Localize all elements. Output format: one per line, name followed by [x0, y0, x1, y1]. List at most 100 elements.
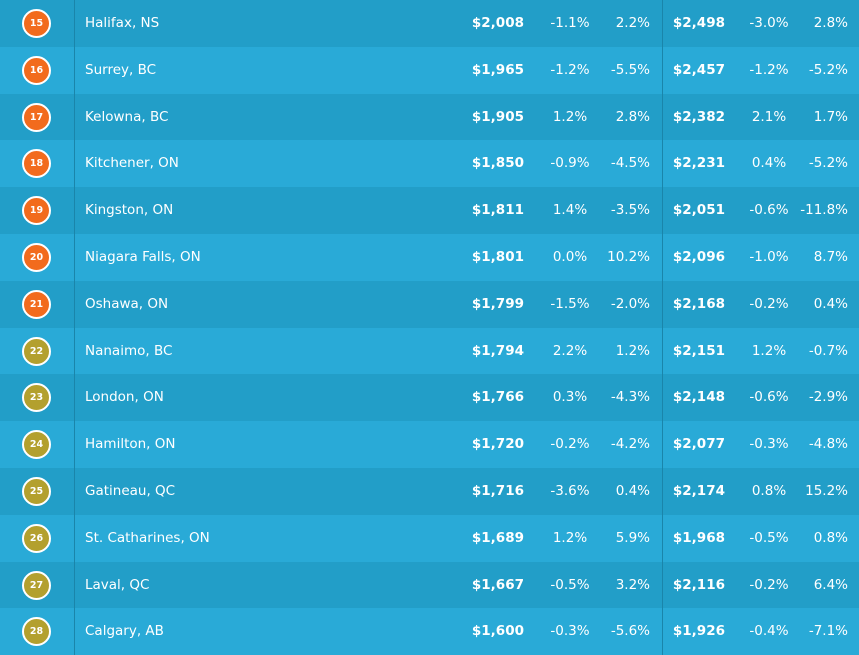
- one-bed-yearly-change: 3.2%: [615, 576, 650, 593]
- table-row: 18 Kitchener, ON $1,850 -0.9% -4.5% $2,231 0.4…: [0, 140, 859, 188]
- one-bed-monthly-change: 1.2%: [552, 529, 588, 546]
- rank-badge: 15: [22, 9, 51, 38]
- divider: [662, 421, 663, 468]
- two-bed-monthly-change: -0.4%: [749, 623, 789, 640]
- one-bed-yearly-change: -5.5%: [610, 61, 650, 78]
- two-bed-monthly-change: -0.3%: [749, 436, 789, 453]
- two-bed-price: $2,051: [672, 202, 725, 219]
- city: Kitchener, ON: [85, 155, 179, 172]
- city: Kingston, ON: [85, 202, 174, 219]
- one-bed-price: $2,008: [471, 15, 524, 31]
- one-bed-monthly-change: -1.1%: [550, 15, 590, 31]
- city: Surrey, BC: [85, 61, 157, 78]
- one-bed-monthly-change: -0.9%: [550, 155, 590, 172]
- one-bed-price: $1,716: [471, 483, 524, 499]
- two-bed-monthly-change: -1.2%: [749, 61, 789, 78]
- two-bed-monthly-change: -3.0%: [749, 15, 789, 31]
- two-bed-yearly-change: 15.2%: [805, 483, 848, 499]
- table-row: 27 Laval, QC $1,667 -0.5% 3.2% $2,116 -0.2% 6.4…: [0, 561, 859, 609]
- table-row: 17 Kelowna, BC $1,905 1.2% 2.8% $2,382 2.1% 1.7…: [0, 93, 859, 141]
- two-bed-yearly-change: -5.2%: [808, 155, 848, 172]
- table-row: 23 London, ON $1,766 0.3% -4.3% $2,148 -0.6% -2…: [0, 374, 859, 422]
- one-bed-monthly-change: 2.2%: [552, 342, 588, 359]
- one-bed-yearly-change: -4.2%: [610, 436, 650, 453]
- divider: [662, 93, 663, 141]
- one-bed-yearly-change: -4.3%: [610, 389, 650, 406]
- divider: [74, 0, 75, 47]
- two-bed-price: $1,926: [672, 623, 725, 640]
- one-bed-price: $1,799: [471, 295, 524, 312]
- one-bed-price: $1,689: [471, 529, 524, 546]
- table-row: 22 Nanaimo, BC $1,794 2.2% 1.2% $2,151 1.2% -0.…: [0, 327, 859, 375]
- one-bed-yearly-change: 10.2%: [607, 249, 650, 265]
- divider: [74, 514, 75, 562]
- divider: [74, 234, 75, 281]
- city: Kelowna, BC: [85, 108, 169, 125]
- one-bed-monthly-change: 1.4%: [552, 202, 588, 219]
- rank-badge: 23: [22, 383, 51, 413]
- rank-badge: 21: [22, 289, 51, 319]
- divider: [662, 374, 663, 422]
- one-bed-yearly-change: 1.2%: [615, 342, 650, 359]
- one-bed-price: $1,811: [471, 202, 524, 219]
- rank-badge: 28: [22, 617, 51, 647]
- rank-badge: 19: [22, 196, 51, 226]
- one-bed-monthly-change: 0.3%: [552, 389, 588, 406]
- one-bed-yearly-change: 2.8%: [615, 108, 650, 125]
- two-bed-monthly-change: 0.4%: [751, 155, 787, 172]
- two-bed-monthly-change: -0.6%: [749, 389, 789, 406]
- divider: [74, 93, 75, 141]
- one-bed-price: $1,965: [471, 61, 524, 78]
- divider: [662, 0, 663, 47]
- two-bed-monthly-change: -1.0%: [749, 249, 789, 265]
- city: Hamilton, ON: [85, 436, 176, 453]
- one-bed-price: $1,905: [471, 108, 524, 125]
- one-bed-price: $1,720: [471, 436, 524, 453]
- two-bed-price: $2,151: [672, 342, 725, 359]
- divider: [74, 187, 75, 234]
- one-bed-price: $1,794: [471, 342, 524, 359]
- divider: [74, 421, 75, 468]
- two-bed-yearly-change: -5.2%: [808, 61, 848, 78]
- rank-badge: 26: [22, 523, 51, 553]
- one-bed-monthly-change: -1.2%: [550, 61, 590, 78]
- city: Gatineau, QC: [85, 483, 176, 499]
- divider: [74, 468, 75, 515]
- two-bed-yearly-change: -4.8%: [808, 436, 848, 453]
- one-bed-yearly-change: 0.4%: [615, 483, 650, 499]
- two-bed-yearly-change: -2.9%: [808, 389, 848, 406]
- two-bed-yearly-change: 8.7%: [813, 249, 848, 265]
- one-bed-price: $1,850: [471, 155, 524, 172]
- two-bed-yearly-change: 0.8%: [813, 529, 848, 546]
- one-bed-monthly-change: -0.5%: [550, 576, 590, 593]
- city: London, ON: [85, 389, 164, 406]
- divider: [662, 608, 663, 655]
- two-bed-yearly-change: -7.1%: [808, 623, 848, 640]
- city: Nanaimo, BC: [85, 342, 173, 359]
- two-bed-monthly-change: 2.1%: [751, 108, 787, 125]
- divider: [662, 234, 663, 281]
- one-bed-yearly-change: -5.6%: [610, 623, 650, 640]
- one-bed-yearly-change: -2.0%: [610, 295, 650, 312]
- one-bed-price: $1,766: [471, 389, 524, 406]
- one-bed-monthly-change: -0.2%: [550, 436, 590, 453]
- divider: [74, 46, 75, 94]
- two-bed-price: $1,968: [672, 529, 725, 546]
- two-bed-monthly-change: -0.6%: [749, 202, 789, 219]
- one-bed-monthly-change: 0.0%: [552, 249, 588, 265]
- rank-badge: 27: [22, 570, 51, 600]
- two-bed-price: $2,174: [672, 483, 725, 499]
- two-bed-monthly-change: -0.2%: [749, 295, 789, 312]
- one-bed-yearly-change: -3.5%: [610, 202, 650, 219]
- one-bed-price: $1,801: [471, 249, 524, 265]
- divider: [662, 280, 663, 328]
- divider: [662, 140, 663, 188]
- one-bed-yearly-change: 2.2%: [615, 15, 650, 31]
- city: Halifax, NS: [85, 15, 160, 31]
- divider: [662, 561, 663, 609]
- one-bed-yearly-change: 5.9%: [615, 529, 650, 546]
- two-bed-monthly-change: -0.2%: [749, 576, 789, 593]
- divider: [74, 608, 75, 655]
- rank-badge: 22: [22, 336, 51, 366]
- divider: [662, 514, 663, 562]
